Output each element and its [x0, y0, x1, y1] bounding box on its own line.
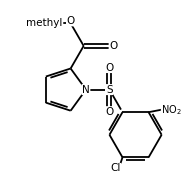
Text: O: O	[105, 62, 114, 72]
Text: O: O	[67, 16, 75, 26]
Text: O: O	[105, 107, 114, 117]
Text: methyl: methyl	[26, 18, 63, 28]
Text: S: S	[106, 85, 113, 95]
Text: O: O	[109, 41, 117, 51]
Text: NO$_2$: NO$_2$	[161, 103, 182, 117]
Text: Cl: Cl	[110, 163, 121, 173]
Text: N: N	[82, 85, 90, 95]
